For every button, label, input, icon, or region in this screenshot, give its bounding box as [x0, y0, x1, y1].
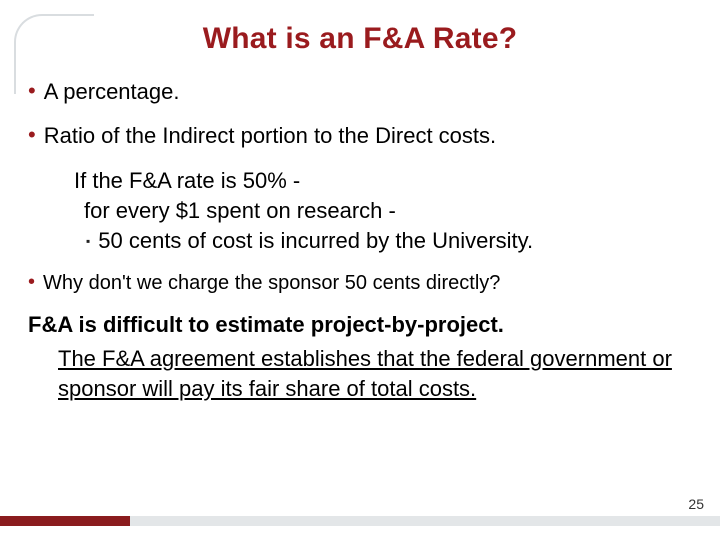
footer-fill	[130, 516, 720, 526]
slide-content: • A percentage. • Ratio of the Indirect …	[28, 78, 692, 404]
example-line: for every $1 spent on research -	[84, 196, 692, 226]
bullet-item: • Why don't we charge the sponsor 50 cen…	[28, 270, 692, 296]
bullet-item: • A percentage.	[28, 78, 692, 106]
bullet-text: A percentage.	[44, 78, 180, 106]
bullet-marker-icon: •	[28, 122, 36, 148]
footer-bar	[0, 516, 720, 526]
bullet-item: • Ratio of the Indirect portion to the D…	[28, 122, 692, 150]
agreement-text: The F&A agreement establishes that the f…	[58, 344, 692, 404]
page-number: 25	[688, 496, 704, 512]
example-sub-item: ▪ 50 cents of cost is incurred by the Un…	[86, 226, 692, 256]
example-line: If the F&A rate is 50% -	[74, 166, 692, 196]
square-marker-icon: ▪	[86, 226, 90, 256]
footer-accent	[0, 516, 130, 526]
bullet-text: Ratio of the Indirect portion to the Dir…	[44, 122, 496, 150]
bullet-marker-icon: •	[28, 270, 35, 294]
question-text: Why don't we charge the sponsor 50 cents…	[43, 270, 500, 296]
slide-title: What is an F&A Rate?	[28, 22, 692, 56]
slide: What is an F&A Rate? • A percentage. • R…	[0, 0, 720, 540]
example-sub-text: 50 cents of cost is incurred by the Univ…	[98, 226, 533, 256]
example-block: If the F&A rate is 50% - for every $1 sp…	[74, 166, 692, 256]
bold-statement: F&A is difficult to estimate project-by-…	[28, 310, 692, 340]
bullet-marker-icon: •	[28, 78, 36, 104]
